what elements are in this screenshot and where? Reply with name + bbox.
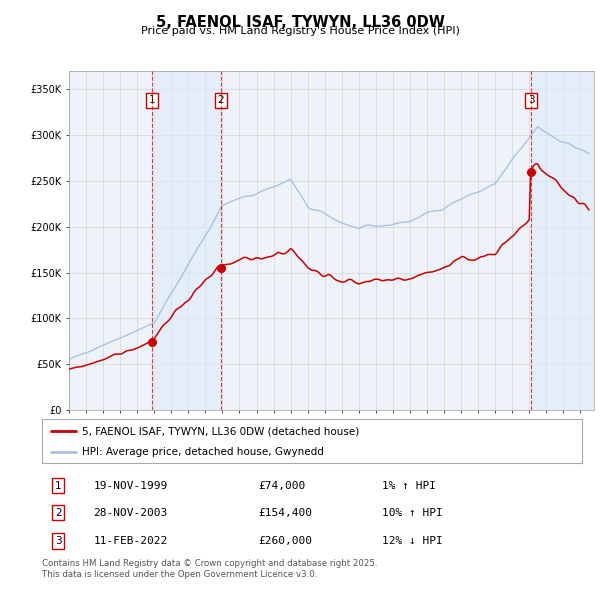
- Text: 1: 1: [55, 481, 62, 490]
- Text: 19-NOV-1999: 19-NOV-1999: [94, 481, 167, 490]
- Text: Price paid vs. HM Land Registry's House Price Index (HPI): Price paid vs. HM Land Registry's House …: [140, 26, 460, 36]
- Text: £74,000: £74,000: [258, 481, 305, 490]
- Text: 1: 1: [149, 95, 155, 105]
- Bar: [152, 71, 221, 410]
- Text: 3: 3: [55, 536, 62, 546]
- Text: 3: 3: [528, 95, 535, 105]
- Text: 1% ↑ HPI: 1% ↑ HPI: [382, 481, 436, 490]
- Text: 12% ↓ HPI: 12% ↓ HPI: [382, 536, 443, 546]
- Text: 2: 2: [217, 95, 224, 105]
- Text: £260,000: £260,000: [258, 536, 312, 546]
- Text: 11-FEB-2022: 11-FEB-2022: [94, 536, 167, 546]
- Text: 10% ↑ HPI: 10% ↑ HPI: [382, 508, 443, 518]
- Text: £154,400: £154,400: [258, 508, 312, 518]
- Bar: [531, 71, 594, 410]
- Text: HPI: Average price, detached house, Gwynedd: HPI: Average price, detached house, Gwyn…: [83, 447, 325, 457]
- Text: 5, FAENOL ISAF, TYWYN, LL36 0DW: 5, FAENOL ISAF, TYWYN, LL36 0DW: [155, 15, 445, 30]
- Text: 5, FAENOL ISAF, TYWYN, LL36 0DW (detached house): 5, FAENOL ISAF, TYWYN, LL36 0DW (detache…: [83, 427, 360, 436]
- Text: 28-NOV-2003: 28-NOV-2003: [94, 508, 167, 518]
- Text: Contains HM Land Registry data © Crown copyright and database right 2025.
This d: Contains HM Land Registry data © Crown c…: [42, 559, 377, 579]
- Text: 2: 2: [55, 508, 62, 518]
